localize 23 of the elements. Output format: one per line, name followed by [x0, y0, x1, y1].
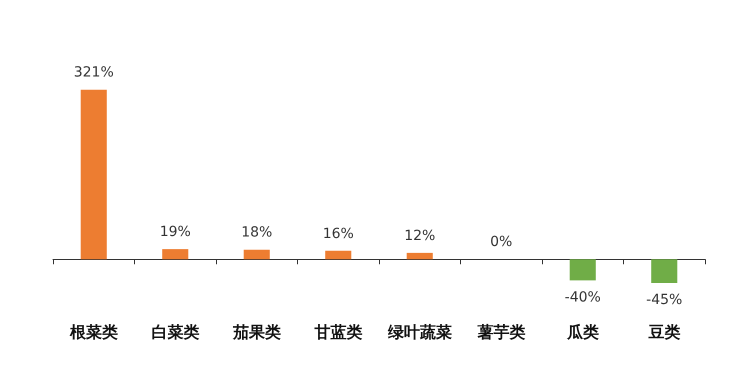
data-label: 18% [241, 224, 272, 241]
bar [244, 250, 270, 260]
data-label: 12% [404, 228, 436, 244]
bar [651, 259, 678, 283]
x-tick-label: 绿叶蔬菜 [386, 322, 452, 342]
x-tick-label: 甘蓝类 [313, 322, 362, 342]
bar [570, 259, 596, 280]
x-tick-label: 白菜类 [151, 322, 200, 342]
x-tick-label: 薯芋类 [476, 322, 526, 342]
bar [325, 250, 352, 260]
bar [162, 249, 188, 260]
x-tick-label: 豆类 [647, 322, 680, 342]
data-label: -45% [646, 292, 682, 308]
data-label: 19% [160, 224, 191, 240]
x-tick-label: 茄果类 [232, 322, 281, 342]
bar [80, 90, 107, 260]
x-tick-label: 根菜类 [68, 322, 118, 342]
bar [406, 252, 433, 260]
data-label: 0% [490, 234, 512, 250]
data-label: -40% [564, 289, 601, 306]
data-label: 321% [74, 64, 114, 81]
data-label: 16% [322, 226, 354, 242]
x-tick-label: 瓜类 [566, 322, 599, 342]
